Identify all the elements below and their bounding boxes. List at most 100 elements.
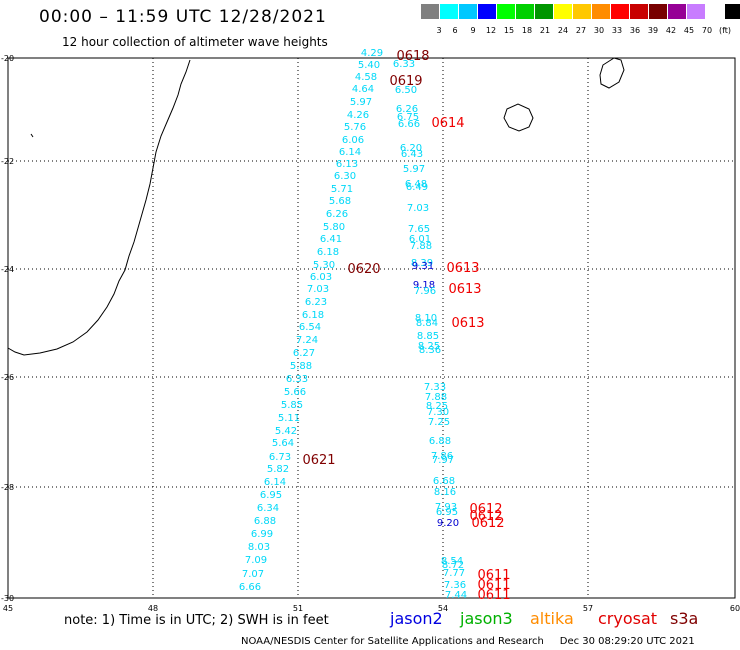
swh-value: 7.03 [307,284,329,295]
pass-time-label: 0612 [469,509,502,524]
swh-value: 5.68 [329,196,351,207]
swh-value: 5.97 [350,97,372,108]
lon-tick-label: 48 [148,604,158,613]
swh-value: 6.23 [305,297,327,308]
pass-time-label: 0611 [477,578,510,593]
swh-value: 5.85 [281,400,303,411]
swh-value: 7.88 [410,241,432,252]
swh-value: 7.09 [245,555,267,566]
swh-value: 5.42 [275,426,297,437]
legend-label: (ft) [718,26,732,35]
swh-value: 7.24 [296,335,318,346]
swh-value: 8.36 [419,345,441,356]
lat-tick-label: -20 [1,54,14,63]
swh-value: 5.88 [290,361,312,372]
swh-value: 8.10 [415,313,437,324]
coastline-layer [7,57,625,356]
swh-value: 5.30 [313,260,335,271]
swh-value: 8.54 [441,556,463,567]
madagascar-coastline [7,59,191,356]
legend-swatch [630,4,649,19]
swh-value: 8.72 [442,560,464,571]
legend-label: 70 [701,26,713,35]
swh-value: 8.16 [434,487,456,498]
swh-value: 7.07 [242,569,264,580]
pass-time-labels: 0618 0619 0614 0620 0613 0613 0613 0621 06120612… [302,49,510,603]
swh-value: 6.68 [433,476,455,487]
lon-tick-label: 57 [583,604,593,613]
color-legend: 3 6 9 12 15 18 21 24 27 30 33 36 39 42 45 70 (ft) [421,4,740,35]
legend-swatch [573,4,592,19]
swh-value: 6.14 [339,147,361,158]
legend-label: 36 [629,26,641,35]
rodrigues-speck [30,133,34,138]
swh-value: 6.49 [406,182,428,193]
swh-value: 6.06 [342,135,364,146]
swh-value: 8.25 [426,401,448,412]
swh-value: 6.88 [429,436,451,447]
swh-value: 6.50 [395,85,417,96]
swh-value: 6.18 [302,310,324,321]
swh-value: 6.48 [405,179,427,190]
lat-tick-label: -28 [1,483,14,492]
swh-value: 7.86 [431,451,453,462]
swh-value: 7.97 [432,455,454,466]
lon-tick-label: 60 [730,604,740,613]
swh-value: 6.41 [320,234,342,245]
lon-tick-label: 51 [293,604,303,613]
map-frame [7,57,736,599]
satellite-name: s3a [670,609,699,628]
swh-value: 6.27 [293,348,315,359]
legend-label: 39 [647,26,659,35]
swh-value: 4.58 [355,72,377,83]
swh-value: 7.36 [444,580,466,591]
lat-tick-label: -22 [1,157,14,166]
lat-lon-grid [7,57,736,599]
legend-label: 42 [665,26,677,35]
legend-label: 6 [452,26,458,35]
swh-value: 6.30 [334,171,356,182]
swh-value: 6.13 [336,159,358,170]
swh-value: 6.18 [317,247,339,258]
pass-time-label: 0621 [302,453,335,468]
swh-value: 6.54 [299,322,321,333]
swh-value: 6.26 [396,104,418,115]
legend-swatch [554,4,573,19]
reunion-island [503,103,534,132]
swh-value: 7.93 [435,502,457,513]
swh-value: 8.25 [418,341,440,352]
legend-label: 24 [557,26,569,35]
swh-value: 9.18 [413,280,435,291]
legend-swatch [421,4,440,19]
swh-value: 7.96 [414,286,436,297]
swh-value: 6.88 [254,516,276,527]
pass-time-label: 0613 [448,282,481,297]
swh-value: 6.95 [436,507,458,518]
swh-value: 6.33 [393,59,415,70]
swh-value: 7.30 [427,407,449,418]
swh-value: 7.44 [445,590,467,601]
legend-swatch [440,4,459,19]
lat-tick-label: -30 [1,594,14,603]
legend-swatch [478,4,497,19]
swh-value: 5.64 [272,438,294,449]
track-west-values: 4.295.404.584.645.974.265.766.066.146.13… [239,48,383,593]
swh-value: 6.26 [326,209,348,220]
swh-value: 6.66 [398,119,420,130]
swh-value: 7.88 [425,392,447,403]
legend-swatch [706,4,725,19]
legend-label: 12 [485,26,497,35]
page-subtitle: 12 hour collection of altimeter wave hei… [62,35,328,49]
swh-value: 6.20 [400,143,422,154]
swh-value: 4.26 [347,110,369,121]
legend-swatch [516,4,535,19]
legend-swatch [725,4,740,19]
pass-time-label: 0619 [389,74,422,89]
swh-value: 5.97 [403,164,425,175]
swh-value: 5.80 [323,222,345,233]
legend-swatch [497,4,516,19]
satellite-name: altika [530,609,574,628]
swh-value: 6.73 [269,452,291,463]
